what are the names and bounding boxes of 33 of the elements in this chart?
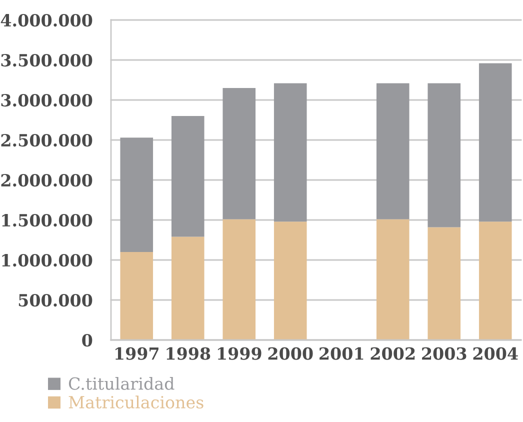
y-tick-label: 1.500.000	[2, 214, 92, 227]
legend-label: Matriculaciones	[68, 396, 204, 409]
bar	[222, 88, 256, 220]
y-tick-label: 0	[82, 334, 92, 347]
bar	[428, 227, 461, 340]
x-tick-label: 1997	[115, 347, 158, 360]
x-tick-label: 2003	[422, 347, 466, 360]
x-tick-label: 2002	[370, 347, 415, 360]
bar	[222, 219, 256, 340]
y-tick-label: 4.000.000	[0, 14, 92, 27]
y-tick-label: 2.500.000	[1, 134, 92, 147]
bar	[376, 219, 410, 340]
bar	[274, 222, 307, 340]
bar	[274, 83, 307, 222]
bar	[171, 116, 204, 237]
x-tick-label: 2000	[268, 347, 313, 360]
bar	[428, 83, 461, 228]
bar	[376, 83, 410, 220]
x-tick-label: 2004	[473, 347, 518, 360]
y-tick-label: 500.000	[18, 294, 92, 307]
bar	[478, 222, 512, 340]
x-tick-label: 1998	[166, 347, 210, 360]
bar	[171, 236, 204, 340]
x-tick-label: 2001	[320, 347, 364, 360]
x-tick-label: 1999	[218, 347, 262, 360]
bar	[478, 63, 512, 222]
bar	[120, 138, 154, 252]
y-tick-label: 2.000.000	[1, 174, 92, 187]
bar	[120, 252, 154, 340]
y-tick-label: 1.000.000	[2, 254, 92, 267]
legend-label: C.titularidad	[68, 377, 174, 390]
y-tick-label: 3.000.000	[1, 94, 92, 107]
y-tick-label: 3.500.000	[1, 54, 92, 67]
